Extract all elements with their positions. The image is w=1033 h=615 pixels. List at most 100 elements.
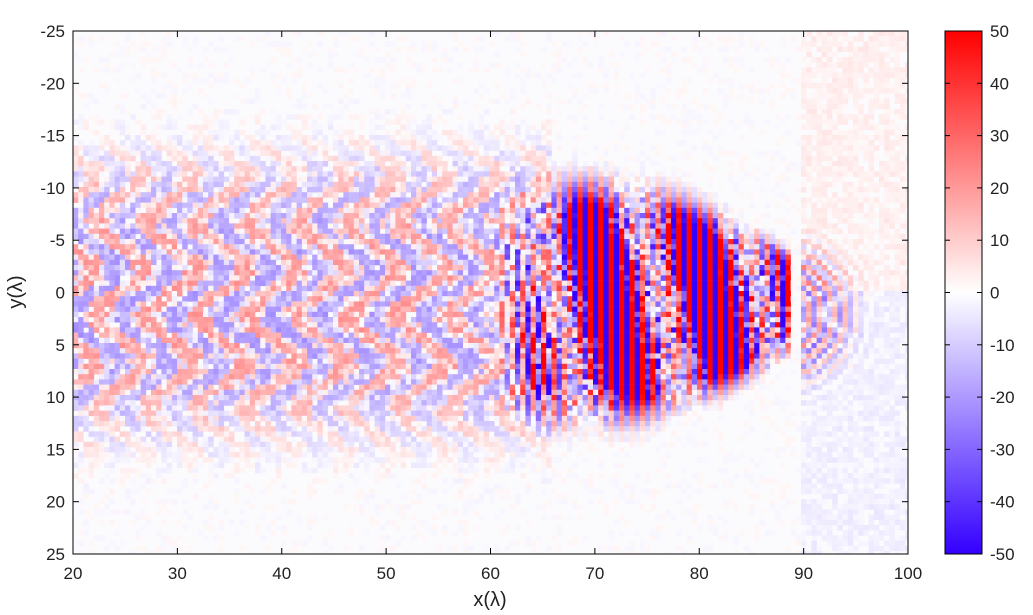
field-cell: [431, 270, 438, 276]
field-cell: [832, 244, 838, 250]
field-cell: [712, 275, 719, 281]
field-cell: [868, 259, 875, 266]
field-cell: [275, 239, 282, 245]
field-cell: [728, 265, 734, 271]
field-cell: [260, 150, 266, 157]
field-cell: [535, 171, 542, 177]
field-cell: [879, 88, 885, 94]
field-cell: [582, 275, 589, 281]
field-cell: [572, 187, 578, 193]
field-cell: [338, 83, 344, 89]
field-cell: [130, 280, 136, 287]
field-cell: [785, 259, 791, 266]
field-cell: [260, 244, 266, 250]
field-cell: [541, 275, 547, 281]
field-cell: [260, 207, 266, 214]
field-cell: [577, 171, 583, 177]
field-cell: [343, 171, 349, 177]
field-cell: [868, 46, 875, 53]
field-cell: [530, 265, 537, 271]
field-cell: [603, 259, 609, 266]
field-cell: [676, 119, 682, 125]
field-cell: [608, 192, 615, 198]
field-cell: [624, 181, 630, 188]
field-cell: [816, 181, 823, 188]
field-cell: [405, 93, 412, 99]
field-cell: [879, 181, 885, 188]
field-cell: [546, 103, 552, 110]
field-cell: [286, 145, 292, 151]
field-cell: [426, 254, 433, 261]
field-cell: [161, 254, 167, 261]
field-cell: [364, 270, 370, 276]
field-cell: [166, 41, 173, 47]
field-cell: [171, 280, 178, 287]
field-cell: [515, 140, 521, 146]
field-cell: [582, 171, 589, 177]
field-cell: [390, 233, 396, 240]
field-cell: [322, 280, 329, 287]
field-cell: [416, 62, 422, 68]
field-cell: [639, 161, 646, 167]
field-cell: [171, 171, 178, 177]
field-cell: [463, 166, 469, 172]
field-cell: [660, 57, 667, 63]
field-cell: [894, 259, 901, 266]
field-cell: [655, 275, 661, 281]
field-cell: [613, 270, 620, 276]
field-cell: [151, 155, 157, 162]
field-cell: [348, 275, 355, 281]
field-cell: [145, 192, 152, 198]
field-cell: [431, 233, 438, 240]
field-cell: [166, 31, 173, 37]
field-cell: [405, 155, 412, 162]
field-cell: [665, 249, 672, 255]
field-cell: [385, 249, 391, 255]
field-cell: [270, 181, 277, 188]
field-cell: [187, 161, 193, 167]
field-cell: [853, 166, 859, 172]
field-cell: [811, 228, 817, 235]
field-cell: [411, 213, 417, 219]
field-cell: [83, 259, 89, 266]
field-cell: [114, 244, 121, 250]
field-cell: [353, 187, 360, 193]
field-cell: [489, 202, 495, 209]
field-cell: [463, 223, 469, 229]
field-cell: [556, 192, 563, 198]
field-cell: [140, 202, 147, 209]
field-cell: [608, 207, 615, 214]
field-cell: [504, 161, 511, 167]
field-cell: [842, 72, 849, 79]
field-cell: [140, 265, 147, 271]
field-cell: [119, 181, 126, 188]
field-cell: [135, 265, 141, 271]
field-cell: [296, 103, 303, 110]
field-cell: [525, 67, 531, 73]
field-cell: [749, 259, 755, 266]
field-cell: [166, 77, 173, 84]
field-cell: [99, 270, 105, 276]
field-cell: [749, 233, 755, 240]
field-cell: [728, 88, 734, 94]
field-cell: [769, 228, 776, 235]
field-cell: [405, 218, 412, 224]
field-cell: [197, 202, 204, 209]
field-cell: [390, 254, 396, 261]
field-cell: [624, 223, 630, 229]
field-cell: [473, 36, 479, 42]
field-cell: [847, 72, 854, 79]
field-cell: [858, 124, 864, 131]
field-cell: [307, 280, 313, 287]
field-cell: [655, 213, 661, 219]
field-cell: [749, 119, 755, 125]
field-cell: [868, 233, 875, 240]
field-cell: [790, 166, 797, 172]
field-cell: [816, 103, 823, 110]
field-cell: [239, 265, 245, 271]
field-cell: [93, 98, 100, 105]
field-cell: [114, 77, 121, 84]
field-cell: [593, 88, 599, 94]
field-cell: [499, 119, 505, 125]
field-cell: [520, 88, 526, 94]
